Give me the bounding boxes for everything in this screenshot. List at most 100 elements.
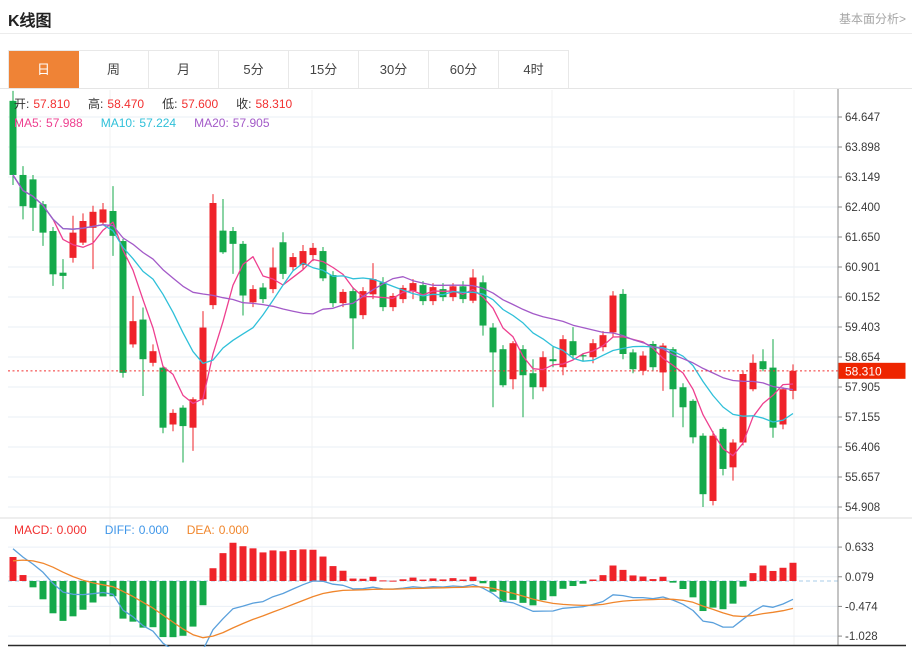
- price-axis-label: 55.657: [845, 472, 880, 484]
- price-axis-label: 62.400: [845, 202, 880, 214]
- macd-histogram-bar: [699, 581, 707, 612]
- macd-histogram-bar: [139, 581, 147, 628]
- tab-30分[interactable]: 30分: [359, 51, 429, 88]
- macd-histogram-bar: [299, 549, 307, 581]
- candle-body: [219, 230, 227, 253]
- candle-body: [369, 279, 377, 295]
- macd-histogram-bar: [579, 581, 587, 584]
- macd-histogram-bar: [169, 581, 177, 638]
- candle-body: [239, 243, 247, 296]
- candle-body: [609, 295, 617, 333]
- tab-60分[interactable]: 60分: [429, 51, 499, 88]
- macd-histogram-bar: [279, 551, 287, 581]
- ma5-line: [12, 174, 794, 457]
- tab-5分[interactable]: 5分: [219, 51, 289, 88]
- macd-histogram-bar: [319, 556, 327, 581]
- price-axis-label: 64.647: [845, 112, 880, 124]
- candle-body: [59, 272, 67, 276]
- macd-histogram-bar: [209, 568, 217, 581]
- macd-histogram-bar: [739, 581, 747, 587]
- price-axis-label: 61.650: [845, 232, 880, 244]
- candle-body: [349, 291, 357, 319]
- candle-body: [759, 361, 767, 370]
- candle-body: [229, 231, 237, 244]
- candle-body: [509, 343, 517, 380]
- macd-histogram-bar: [79, 581, 87, 610]
- candle-body: [599, 335, 607, 348]
- candle-body: [179, 407, 187, 427]
- macd-histogram-bar: [489, 581, 497, 592]
- macd-histogram-bar: [789, 562, 797, 581]
- tab-日[interactable]: 日: [9, 51, 79, 88]
- candle-body: [479, 282, 487, 326]
- macd-histogram-bar: [289, 550, 297, 581]
- price-axis-label: 63.898: [845, 142, 880, 154]
- dea-line: [12, 559, 794, 639]
- macd-histogram-bar: [29, 581, 37, 588]
- candle-body: [189, 399, 197, 428]
- macd-histogram-bar: [649, 579, 657, 581]
- candle-body: [569, 341, 577, 356]
- chart-area[interactable]: 64.647 63.898 63.149 62.400 61.650 60.901 60.1…: [0, 88, 912, 647]
- candle-body: [39, 204, 47, 233]
- macd-histogram-bar: [419, 579, 427, 581]
- tab-15分[interactable]: 15分: [289, 51, 359, 88]
- macd-histogram-bar: [179, 581, 187, 636]
- candle-body: [489, 327, 497, 353]
- macd-histogram-bar: [89, 581, 97, 603]
- macd-histogram-bar: [469, 576, 477, 581]
- price-axis-label: 54.908: [845, 502, 880, 514]
- candle-body: [289, 257, 297, 268]
- macd-histogram-bar: [549, 581, 557, 597]
- macd-histogram-bar: [389, 580, 397, 582]
- candle-body: [49, 231, 57, 275]
- macd-histogram-bar: [669, 581, 677, 583]
- candle-body: [769, 367, 777, 428]
- tab-周[interactable]: 周: [79, 51, 149, 88]
- candle-body: [649, 343, 657, 368]
- candle-body: [679, 387, 687, 408]
- fundamental-analysis-link[interactable]: 基本面分析>: [838, 12, 906, 26]
- macd-histogram-bar: [249, 548, 257, 581]
- macd-histogram-bar: [339, 570, 347, 581]
- candle-body: [29, 179, 37, 208]
- candle-body: [89, 211, 97, 228]
- candle-body: [339, 291, 347, 304]
- macd-histogram-bar: [119, 581, 127, 619]
- price-axis-label: 58.654: [845, 352, 881, 364]
- candle-body: [139, 319, 147, 360]
- macd-histogram-bar: [59, 581, 67, 621]
- macd-histogram-bar: [309, 549, 317, 581]
- macd-axis-label: 0.079: [845, 572, 874, 584]
- macd-histogram-bar: [69, 581, 77, 617]
- candle-body: [119, 241, 127, 373]
- macd-histogram-bar: [19, 575, 27, 581]
- candle-body: [539, 357, 547, 388]
- macd-histogram-bar: [9, 556, 17, 581]
- macd-axis-label: -0.474: [845, 601, 878, 613]
- candle-body: [399, 287, 407, 300]
- macd-histogram-bar: [399, 579, 407, 581]
- candle-body: [749, 362, 757, 390]
- candle-body: [149, 351, 157, 363]
- ma10-line: [12, 174, 794, 423]
- tab-月[interactable]: 月: [149, 51, 219, 88]
- tab-4时[interactable]: 4时: [499, 51, 568, 88]
- candle-body: [319, 251, 327, 279]
- candle-body: [689, 400, 697, 438]
- macd-histogram-bar: [219, 553, 227, 581]
- candle-body: [329, 275, 337, 304]
- candle-body: [739, 374, 747, 443]
- macd-axis-label: 0.633: [845, 542, 874, 554]
- candle-body: [159, 367, 167, 428]
- macd-histogram-bar: [329, 566, 337, 581]
- macd-histogram-bar: [349, 578, 357, 581]
- macd-histogram-bar: [679, 581, 687, 589]
- candle-body: [639, 355, 647, 371]
- header-divider: [0, 33, 912, 34]
- macd-histogram-bar: [599, 575, 607, 581]
- candle-body: [619, 293, 627, 354]
- candle-body: [389, 295, 397, 308]
- kline-chart-svg[interactable]: 64.647 63.898 63.149 62.400 61.650 60.901 60.1…: [0, 89, 912, 647]
- candle-body: [439, 289, 447, 298]
